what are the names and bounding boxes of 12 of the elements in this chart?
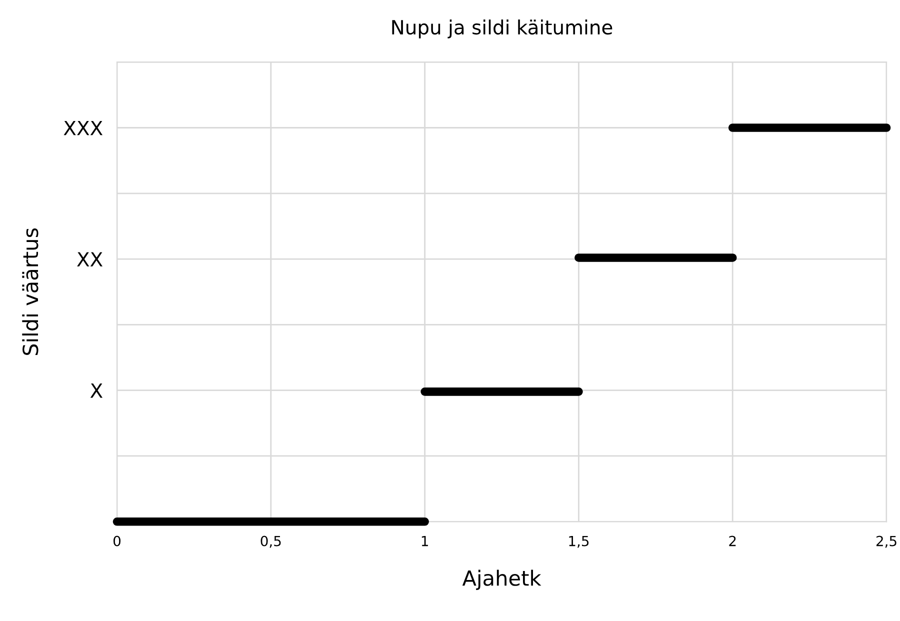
text: X xyxy=(90,384,103,398)
chart-title: Nupu ja sildi käitumine xyxy=(392,20,612,38)
text: XXX xyxy=(64,120,103,136)
x-tick-label: 1,5 xyxy=(569,536,589,548)
x-tick-label: 0 xyxy=(113,536,120,546)
x-tick-label: 2 xyxy=(729,536,736,546)
y-axis-title: Sildi väärtus xyxy=(22,228,38,356)
x-tick-label: 2,5 xyxy=(876,536,896,548)
text: XX xyxy=(77,252,103,266)
x-axis-title: Ajahetk xyxy=(462,570,542,590)
x-tick-label: 0,5 xyxy=(260,536,281,548)
x-tick-label: 1 xyxy=(422,536,428,546)
